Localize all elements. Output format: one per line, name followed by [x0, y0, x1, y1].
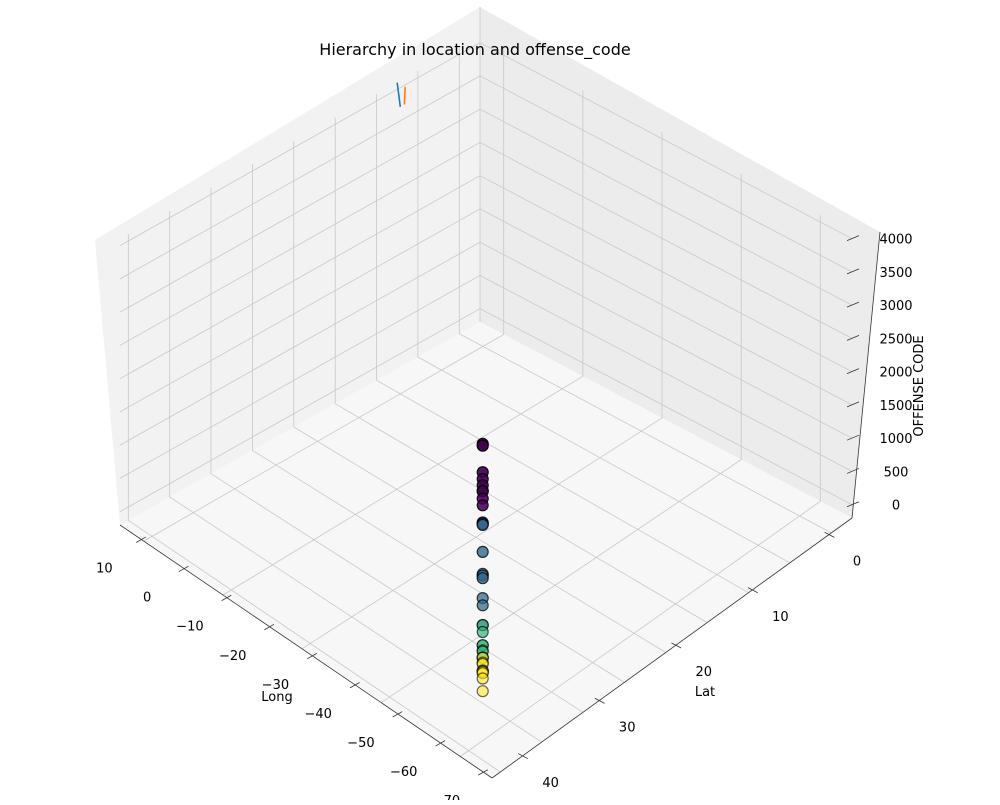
- y-tick-label: 0: [853, 555, 861, 570]
- y-gridline: [380, 173, 742, 703]
- tick-labels: 10 0 −10 −20 −30 −40 −50 −60 −70 0 10 20 30 40 0 500 100…: [96, 233, 912, 805]
- pane-left: [95, 7, 480, 525]
- x-gridline: [251, 164, 625, 683]
- z-tick: [846, 401, 860, 408]
- x-tick-label: −50: [347, 736, 374, 751]
- x-tick: [221, 594, 232, 601]
- axis-lines: [119, 231, 881, 779]
- x-tick: [264, 623, 275, 631]
- scatter-point: [476, 439, 489, 452]
- x-axis-label: Long: [261, 690, 292, 705]
- y-axis-line: [491, 517, 853, 779]
- z-axis-line: [851, 231, 881, 519]
- y-tick: [747, 587, 758, 594]
- y-gridline: [460, 215, 821, 757]
- tick-marks: [135, 235, 860, 776]
- z-tick: [846, 335, 860, 341]
- y-tick: [671, 642, 682, 649]
- y-tick-label: 40: [542, 776, 559, 791]
- z-tick: [846, 368, 860, 375]
- x-gridline: [210, 187, 584, 713]
- scatter-point: [476, 625, 489, 639]
- x-tick-label: −30: [262, 678, 289, 693]
- scatter-point: [476, 685, 489, 698]
- z-tick-label: 2000: [879, 366, 912, 381]
- x-gridline: [127, 234, 501, 773]
- x-tick-label: −10: [176, 620, 203, 635]
- x-tick-label: −40: [304, 707, 331, 722]
- scatter-point: [476, 545, 489, 559]
- z-tick: [846, 268, 860, 275]
- z-tick-label: 4000: [879, 233, 912, 248]
- chart-title: Hierarchy in location and offense_code: [319, 40, 630, 60]
- y-axis-label: Lat: [695, 685, 715, 700]
- y-gridline: [222, 90, 584, 596]
- z-axis-label: OFFENSE CODE: [912, 335, 927, 436]
- x-tick-label: −20: [219, 649, 246, 664]
- y-gridline: [301, 131, 663, 650]
- x-gridline: [293, 141, 667, 653]
- x-tick: [178, 565, 189, 572]
- y-tick: [594, 697, 605, 704]
- x-tick-label: 10: [96, 562, 113, 577]
- y-tick-label: 20: [696, 665, 713, 680]
- x-tick: [478, 769, 489, 776]
- x-gridline: [169, 211, 542, 743]
- scatter-point: [476, 518, 489, 532]
- data-series: [396, 82, 489, 698]
- scatter-point: [476, 672, 489, 685]
- z-tick-label: 3000: [879, 299, 912, 314]
- x-gridline: [458, 47, 832, 534]
- z-tick-label: 1000: [879, 432, 912, 447]
- z-tick: [846, 235, 860, 242]
- y-gridline: [143, 48, 505, 542]
- z-tick-label: 0: [892, 499, 900, 514]
- x-tick: [435, 740, 446, 747]
- scatter-point: [476, 499, 489, 512]
- x-gridline: [334, 117, 708, 623]
- z-tick: [846, 434, 860, 441]
- x-tick-label: 0: [143, 591, 151, 606]
- axis-labels: Hierarchy in location and offense_code L…: [261, 40, 927, 705]
- y-tick: [824, 531, 835, 538]
- x-axis-line: [119, 524, 493, 779]
- series-line: [403, 86, 406, 105]
- y-tick-label: 10: [772, 610, 789, 625]
- x-tick: [392, 711, 403, 718]
- x-gridline: [376, 94, 749, 594]
- x-gridline: [417, 71, 791, 564]
- z-tick-label: 1500: [879, 399, 912, 414]
- x-tick-label: −70: [433, 794, 460, 800]
- scatter-point: [476, 572, 489, 585]
- series-line: [396, 82, 402, 107]
- x-tick: [349, 682, 360, 689]
- x-tick-label: −60: [390, 765, 417, 780]
- grid-lines: [119, 7, 853, 773]
- y-tick-label: 30: [619, 721, 636, 736]
- z-tick: [846, 301, 860, 308]
- pane-right: [480, 7, 880, 518]
- scatter-point: [476, 599, 489, 612]
- z-tick: [846, 468, 860, 474]
- z-tick: [846, 501, 860, 508]
- x-tick: [135, 536, 146, 543]
- x-tick: [306, 653, 317, 660]
- z-tick-label: 2500: [879, 332, 912, 347]
- z-tick-label: 500: [884, 465, 909, 480]
- y-tick: [518, 753, 529, 760]
- z-tick-label: 3500: [879, 266, 912, 281]
